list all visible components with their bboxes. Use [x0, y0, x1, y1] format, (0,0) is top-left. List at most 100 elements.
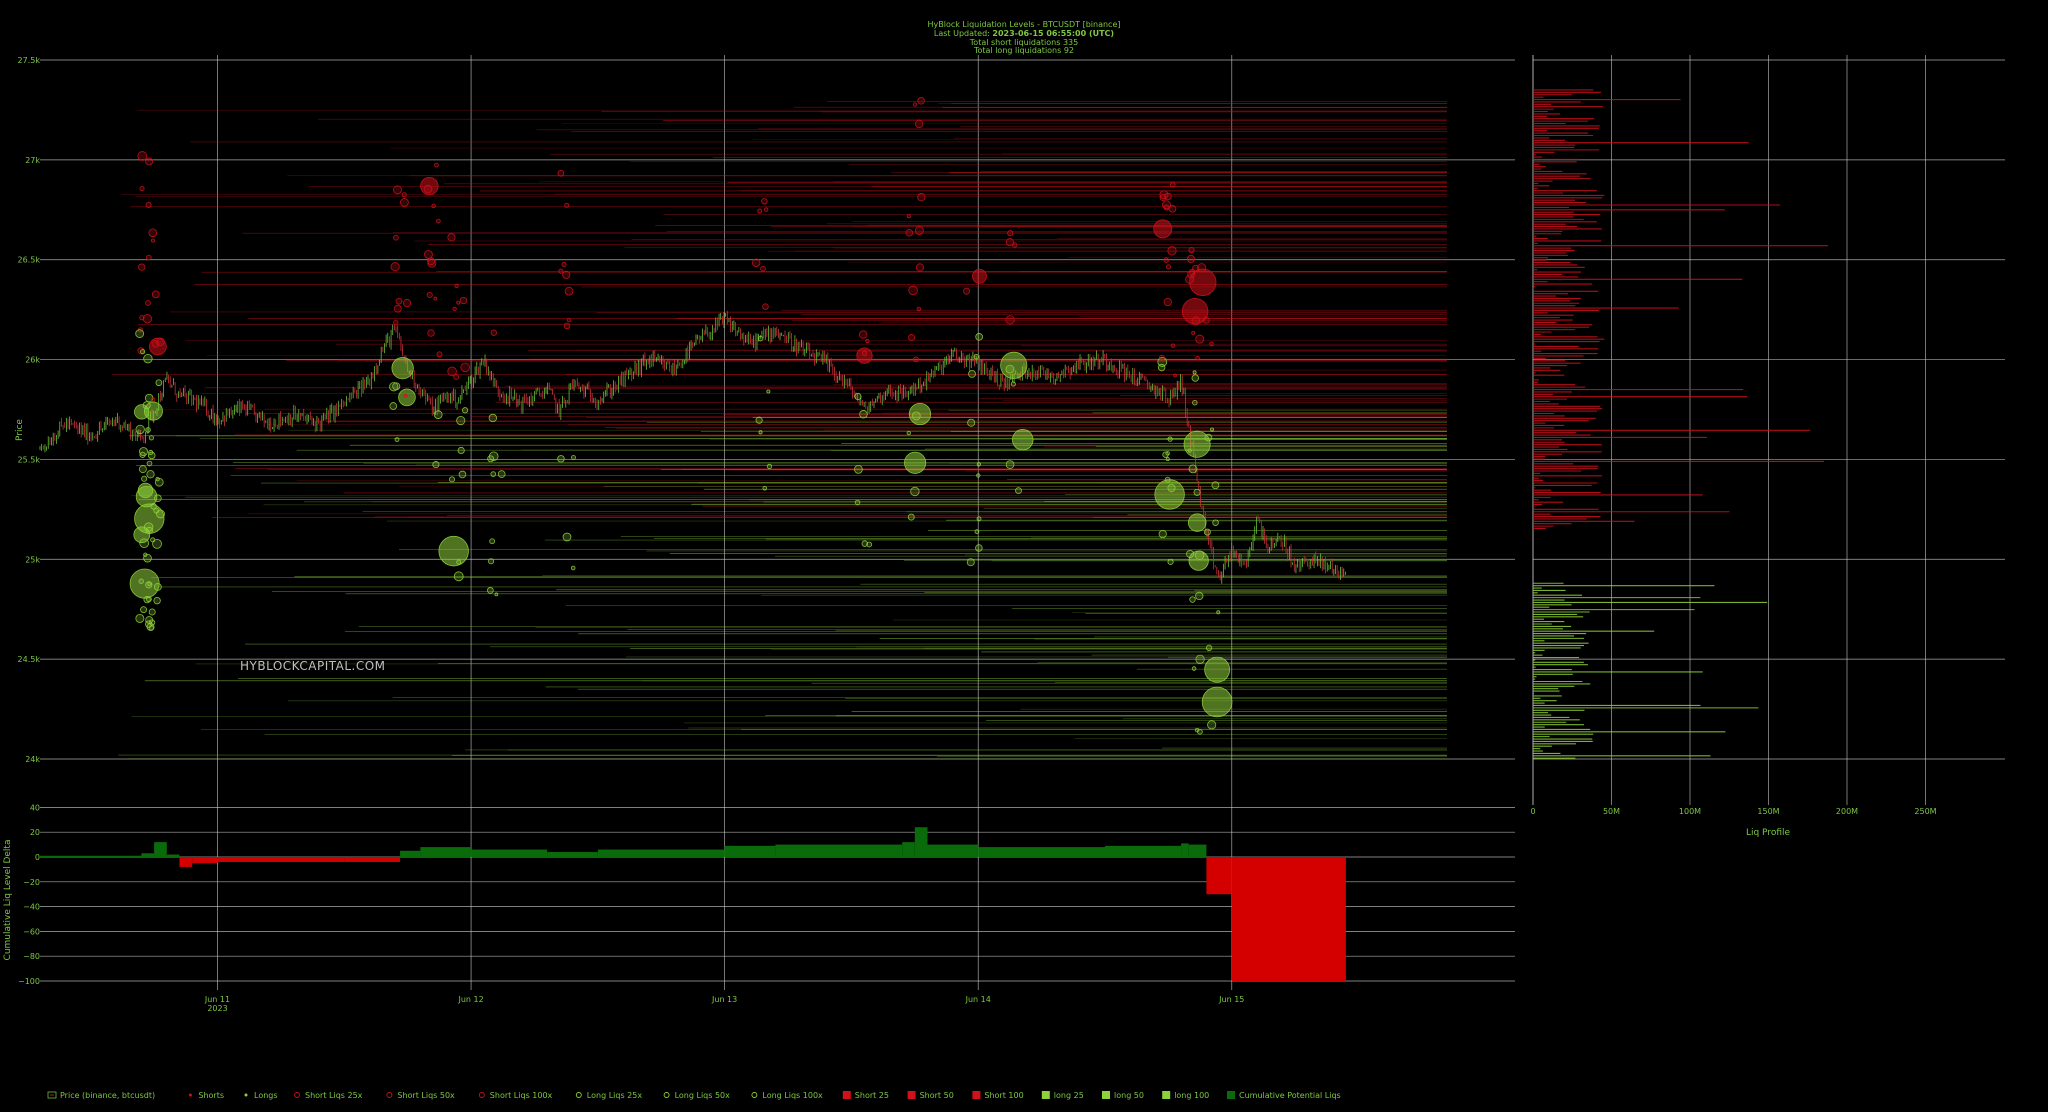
long-liq-bubble [976, 473, 981, 478]
short-liq-bubble [454, 283, 459, 289]
short-liq-bubble [963, 287, 971, 295]
short-liq-bubble [1202, 316, 1210, 324]
price-tick-label: 26k [25, 356, 40, 365]
price-tick-label: 24.5k [18, 655, 41, 664]
delta-area-segment [420, 847, 472, 857]
short-liq-bubble [393, 234, 399, 241]
legend-item: Short 50 [907, 1091, 954, 1100]
short-liq-bubble [914, 226, 924, 235]
legend-swatch-ring [751, 1092, 758, 1098]
long-liq-bubble [967, 418, 976, 427]
liquidation-bubbles [129, 97, 1233, 735]
long-liq-bubble [1188, 550, 1209, 571]
delta-area-segment [597, 849, 725, 857]
long-liq-bubble [906, 430, 911, 436]
legend-item: Short Liqs 50x [386, 1091, 455, 1100]
long-liq-bubble [389, 402, 398, 410]
profile-tick-label: 200M [1836, 807, 1858, 816]
long-liq-bubble [138, 578, 144, 584]
date-tick-label: Jun 14 [965, 995, 991, 1004]
profile-tick-label: 250M [1914, 807, 1936, 816]
delta-area-segment [902, 842, 915, 857]
delta-area-segment [166, 854, 180, 857]
legend-swatch-ring [478, 1092, 485, 1098]
short-liq-bubble [1195, 355, 1200, 361]
delta-tick-label: 40 [30, 803, 40, 812]
short-liq-bubble [424, 250, 433, 259]
long-liq-bubble [134, 404, 150, 420]
long-liq-bubble [854, 499, 861, 506]
last-updated-value: 2023-06-15 06:55:00 (UTC) [992, 29, 1114, 38]
short-liq-bubble [1153, 219, 1173, 239]
long-liq-bubble [1207, 720, 1217, 730]
legend-label: Short 100 [984, 1091, 1023, 1100]
profile-tick-label: 50M [1603, 807, 1620, 816]
last-updated-label: Last Updated: [934, 29, 993, 38]
long-liq-bubble [1010, 381, 1016, 387]
long-liq-bubble [433, 410, 443, 419]
delta-area-segment [724, 845, 776, 857]
delta-area-segment [141, 853, 155, 857]
short-liq-level-lines [111, 101, 1447, 518]
short-liq-bubble [760, 265, 766, 272]
short-liq-bubble [452, 306, 457, 312]
short-liq-bubble [557, 169, 565, 177]
long-liq-bubble [456, 559, 462, 565]
legend-item: Shorts [188, 1091, 224, 1100]
short-liq-bubble [390, 262, 400, 272]
short-liq-bubble [562, 270, 571, 279]
legend-swatch-square [842, 1091, 851, 1099]
long-liq-bubble [394, 437, 400, 442]
long-liq-bubble [154, 494, 162, 503]
long-liq-bubble [758, 430, 763, 435]
short-liq-bubble [459, 296, 468, 305]
short-liq-bubble [1005, 238, 1015, 247]
long-liq-bubble [1015, 487, 1022, 495]
long-liq-bubble [1203, 528, 1211, 536]
short-liq-bubble [1188, 246, 1195, 254]
short-liq-bubble [561, 262, 567, 268]
delta-area-segment [927, 844, 979, 857]
legend-item: Long Liqs 100x [751, 1091, 823, 1100]
legend-label: Longs [254, 1091, 278, 1100]
long-liq-bubble [907, 513, 915, 521]
short-liq-bubble [151, 290, 160, 299]
long-liq-bubble [1187, 448, 1192, 453]
legend-swatch-square [1041, 1091, 1050, 1099]
long-liq-bubble [138, 465, 147, 474]
short-liq-bubble [1007, 230, 1014, 237]
long-liq-bubble [1165, 457, 1170, 462]
short-liq-bubble [566, 318, 571, 323]
long-liq-bubble [143, 353, 153, 364]
long-liq-bubble [153, 582, 162, 591]
long-liq-bubble [152, 538, 162, 549]
long-liq-level-lines [118, 409, 1447, 760]
short-liq-bubble [1186, 254, 1195, 263]
long-liq-bubble [139, 447, 148, 457]
long-liq-bubble [1204, 656, 1231, 683]
short-liq-bubble [905, 229, 914, 237]
short-liq-bubble [402, 299, 412, 308]
legend-item: Long Liqs 25x [575, 1091, 642, 1100]
long-liq-bubble [1211, 481, 1220, 490]
long-liq-bubble [392, 382, 401, 391]
price-tick-label: 26.5k [18, 256, 41, 265]
legend-swatch-square [972, 1091, 981, 1099]
short-liq-bubble [1167, 246, 1177, 256]
legend-swatch-ring [663, 1092, 670, 1098]
short-liq-bubble [859, 330, 868, 339]
short-liq-bubble [763, 207, 769, 212]
short-liq-bubble [138, 263, 146, 271]
short-liq-bubble [1168, 205, 1177, 213]
long-liq-bubble [1158, 529, 1167, 539]
watermark: HYBLOCKCAPITAL.COM [240, 659, 386, 673]
long-liq-bubble [146, 470, 155, 479]
long-liq-bubble [143, 596, 151, 604]
short-liq-bubble [420, 176, 439, 196]
liq-profile-bars [1533, 89, 1829, 759]
short-liq-bubble [972, 268, 987, 284]
long-liq-bubble [141, 475, 148, 482]
legend-swatch-ring [294, 1092, 300, 1098]
long-liq-bubble [904, 451, 927, 474]
long-liq-bubble [153, 596, 161, 605]
